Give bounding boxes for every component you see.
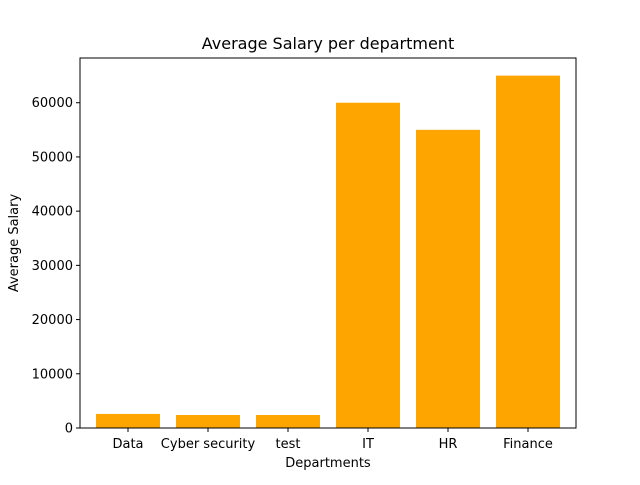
y-ticks-layer: 0 10000 20000 30000 40000 50000 60000 <box>32 96 80 437</box>
bars-layer <box>96 75 560 429</box>
y-tick-label: 40000 <box>32 205 73 220</box>
x-tick-label: Cyber security <box>161 437 256 452</box>
y-tick-label: 50000 <box>32 150 73 165</box>
bar-hr <box>416 129 480 429</box>
bar-test <box>256 414 320 428</box>
bar-data <box>96 413 160 428</box>
x-tick-label: Finance <box>503 437 553 452</box>
bar-cyber-security <box>176 414 240 428</box>
chart-title: Average Salary per department <box>202 34 454 53</box>
x-axis-label: Departments <box>285 456 371 471</box>
y-tick-label: 0 <box>65 422 73 437</box>
bar-it <box>336 102 400 428</box>
bar-finance <box>496 75 560 428</box>
plot-frame <box>79 57 577 429</box>
y-tick-label: 30000 <box>32 259 73 274</box>
y-axis-label: Average Salary <box>7 194 22 293</box>
y-tick-label: 20000 <box>32 313 73 328</box>
x-tick-label: HR <box>439 437 458 452</box>
x-tick-label: IT <box>362 437 374 452</box>
y-tick-label: 60000 <box>32 96 73 111</box>
x-tick-label: Data <box>112 437 143 452</box>
x-ticks-layer: Data Cyber security test IT HR Finance <box>112 428 553 452</box>
y-tick-label: 10000 <box>32 367 73 382</box>
x-tick-label: test <box>276 437 301 452</box>
